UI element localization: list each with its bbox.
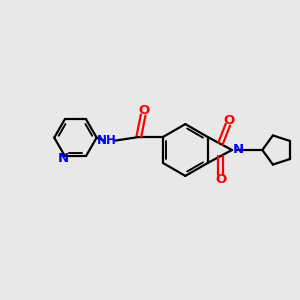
Text: N: N: [233, 143, 244, 156]
Text: NH: NH: [97, 134, 117, 147]
Text: O: O: [215, 173, 226, 186]
Text: O: O: [138, 104, 149, 117]
Text: N: N: [58, 152, 69, 165]
Text: O: O: [223, 114, 234, 127]
